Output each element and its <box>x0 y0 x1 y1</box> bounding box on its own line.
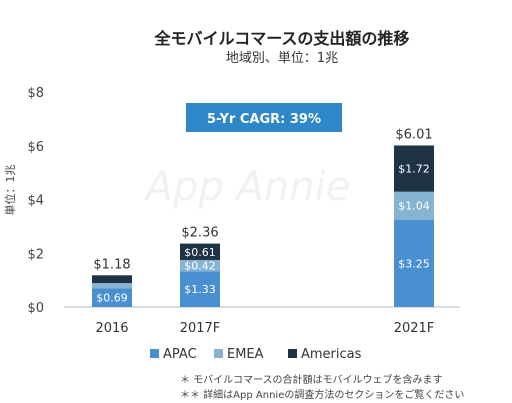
data-label: $1.72 <box>398 163 430 176</box>
footnote-2: ＊＊ 詳細はApp Annieの調査方法のセクションをご覧ください <box>180 388 464 401</box>
data-label: $1.33 <box>184 283 216 296</box>
legend-label-apac: APAC <box>163 347 197 362</box>
chart-subtitle: 地域別、単位：1兆 <box>226 50 338 66</box>
y-axis: $0 $2 $4 $6 $8 <box>27 86 44 316</box>
y-tick-label: $8 <box>27 86 44 101</box>
total-label: $2.36 <box>181 226 218 241</box>
bar-segment-emea <box>92 283 132 289</box>
bar-segment-apac <box>180 271 220 307</box>
bar-segment-apac <box>92 288 132 307</box>
data-label: $0.42 <box>184 260 216 273</box>
x-tick-label: 2017F <box>180 321 221 336</box>
bars: $0.69 $1.18 $1.33 $0.42$0.61 $2.36 $3.25 $1.04… <box>92 127 434 307</box>
cagr-annotation: 5-Yr CAGR: 39% <box>207 112 321 127</box>
bar-segment-americas <box>92 275 132 284</box>
data-label: $0.61 <box>184 246 216 259</box>
data-label: $1.04 <box>398 200 430 213</box>
x-axis: 2016 2017F 2021F <box>95 321 434 336</box>
data-label: $3.25 <box>398 257 430 270</box>
bar-segment-apac <box>394 219 434 307</box>
legend-label-emea: EMEA <box>227 347 264 362</box>
cagr-annotation-box <box>186 103 342 132</box>
footnote-1: ＊ モバイルコマースの合計額はモバイルウェブを含みます <box>180 373 442 386</box>
data-label: $0.69 <box>96 292 128 305</box>
y-tick-label: $4 <box>27 194 44 209</box>
legend-swatch-emea <box>214 349 223 358</box>
chart-title: 全モバイルコマースの支出額の推移 <box>154 29 410 48</box>
y-tick-label: $6 <box>27 140 44 155</box>
y-axis-label: 単位：1兆 <box>3 165 17 216</box>
y-tick-label: $2 <box>27 247 44 262</box>
x-tick-label: 2016 <box>95 321 128 336</box>
bar-segment-emea <box>180 259 220 272</box>
total-label: $6.01 <box>395 127 432 142</box>
bar-segment-americas <box>394 145 434 192</box>
bar-segment-emea <box>394 191 434 220</box>
legend-swatch-apac <box>150 349 159 358</box>
legend-label-americas: Americas <box>301 347 362 362</box>
y-tick-label: $0 <box>27 301 44 316</box>
bar-segment-americas <box>180 243 220 260</box>
x-tick-label: 2021F <box>394 321 435 336</box>
total-label: $1.18 <box>93 257 130 272</box>
legend-swatch-americas <box>288 349 297 358</box>
watermark: App Annie <box>143 164 351 210</box>
legend: APAC EMEA Americas <box>150 347 362 362</box>
